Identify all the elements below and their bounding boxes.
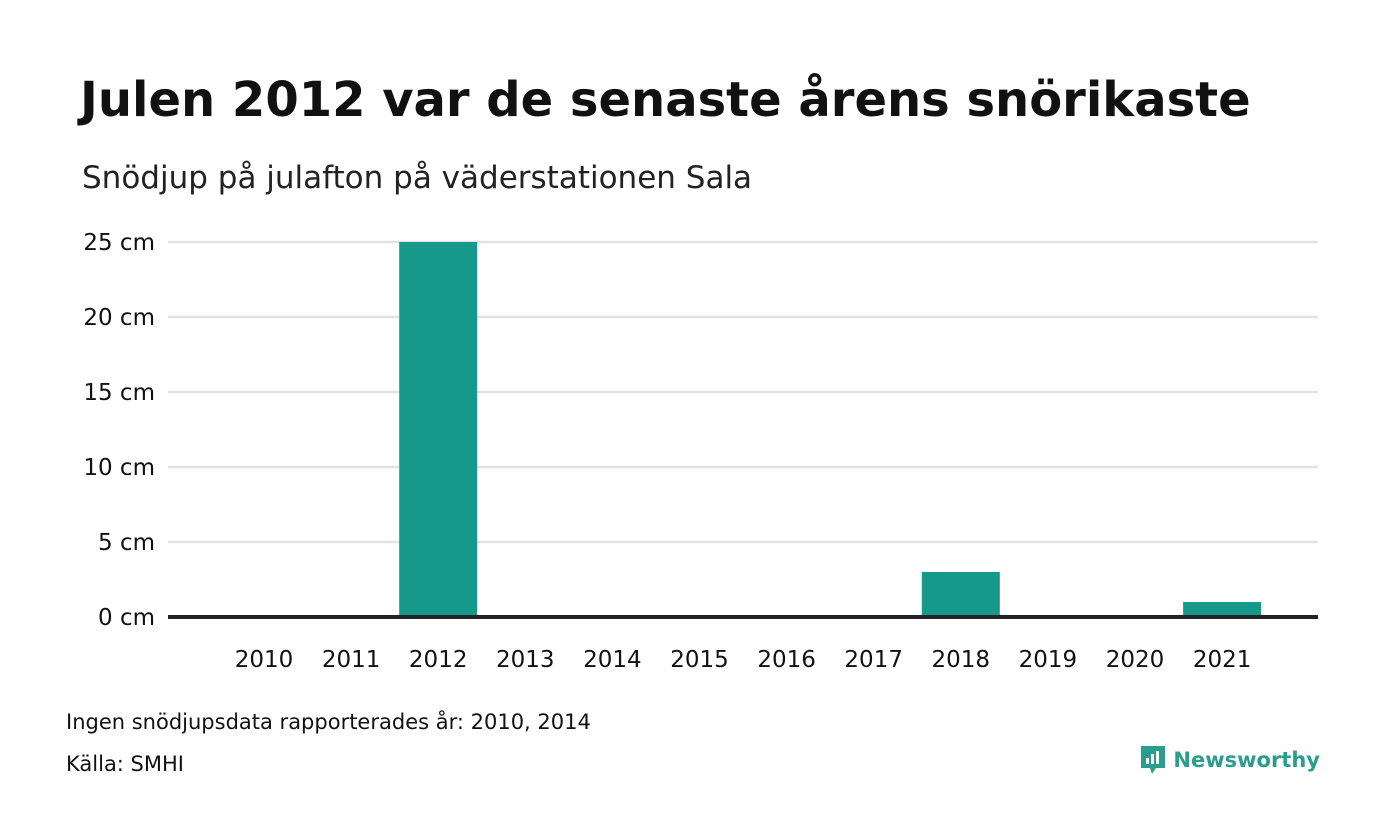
y-axis-ticks: 0 cm 5 cm 10 cm 15 cm 20 cm 25 cm [83, 230, 155, 631]
x-tick-label: 2015 [670, 647, 729, 673]
x-tick-label: 2014 [583, 647, 642, 673]
x-tick-label: 2021 [1193, 647, 1252, 673]
x-tick-label: 2013 [496, 647, 555, 673]
x-tick-label: 2011 [322, 647, 381, 673]
bars [399, 242, 1262, 617]
y-tick-label: 0 cm [98, 605, 155, 631]
x-tick-label: 2018 [932, 647, 991, 673]
y-tick-label: 10 cm [83, 455, 155, 481]
x-tick-label: 2020 [1106, 647, 1165, 673]
source-note: Källa: SMHI [66, 752, 184, 776]
bar-2012 [399, 242, 478, 617]
x-tick-label: 2012 [409, 647, 468, 673]
brand-name: Newsworthy [1173, 748, 1320, 772]
y-tick-label: 15 cm [83, 380, 155, 406]
bar-2018 [921, 572, 1000, 617]
chart-title: Julen 2012 var de senaste årens snörikas… [80, 72, 1251, 128]
y-tick-label: 20 cm [83, 305, 155, 331]
y-tick-label: 5 cm [98, 530, 155, 556]
brand-logo: Newsworthy [1139, 744, 1320, 776]
gridlines [168, 240, 1318, 544]
bar-2021 [1183, 602, 1262, 617]
newsworthy-logo-icon [1141, 746, 1166, 774]
x-tick-label: 2017 [844, 647, 903, 673]
x-axis-ticks: 2010 2011 2012 2013 2014 2015 2016 2017 2018 2019… [235, 647, 1252, 673]
x-tick-label: 2019 [1019, 647, 1078, 673]
chart-subtitle: Snödjup på julafton på väderstationen Sa… [82, 160, 753, 196]
x-tick-label: 2010 [235, 647, 294, 673]
missing-data-note: Ingen snödjupsdata rapporterades år: 201… [66, 710, 591, 734]
x-tick-label: 2016 [757, 647, 816, 673]
y-tick-label: 25 cm [83, 230, 155, 256]
